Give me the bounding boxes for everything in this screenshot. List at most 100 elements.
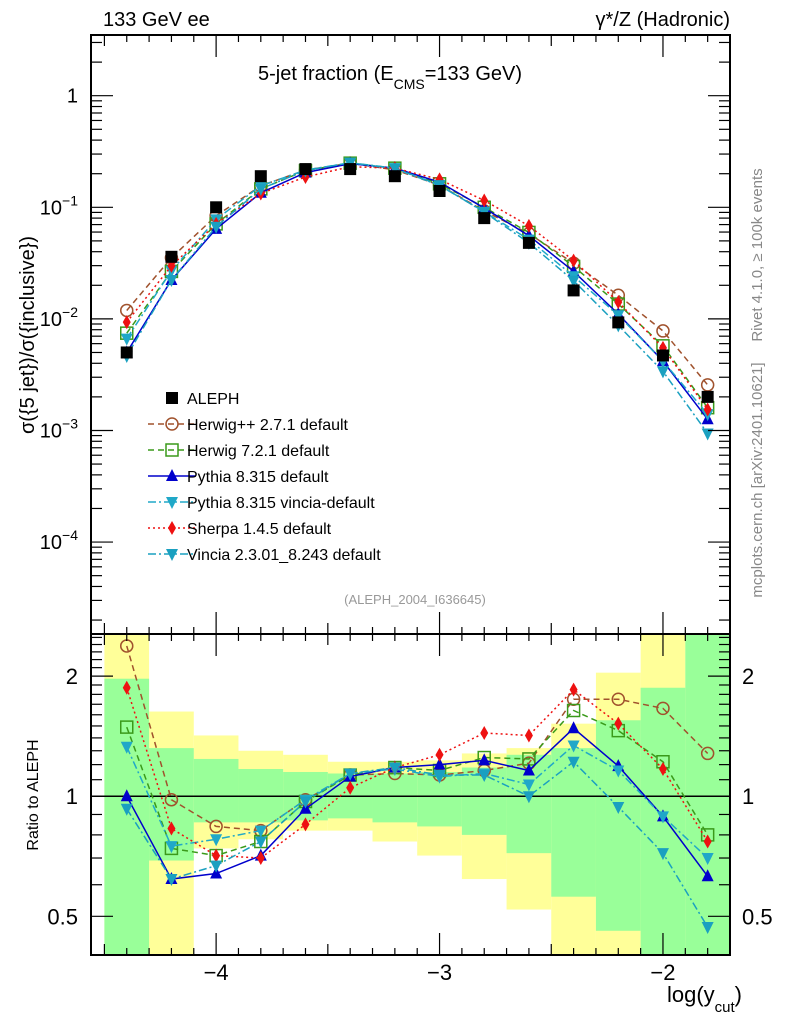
ratio-series-point [567, 721, 580, 734]
header-right-label: γ*/Z (Hadronic) [596, 9, 730, 31]
ratio-y-tick-label-left: 1 [66, 784, 78, 809]
ratio-series-point [254, 836, 267, 849]
main-series-point [700, 378, 715, 392]
ratio-series-point [164, 792, 179, 807]
legend-entry: Herwig 7.2.1 default [148, 443, 330, 460]
ratio-series-point [388, 762, 401, 775]
ratio-series-line [126, 760, 709, 928]
main-data-aleph [120, 163, 714, 403]
main-series-point [567, 275, 580, 288]
data-point [210, 201, 223, 214]
ratio-series-line [126, 687, 709, 859]
legend-entry: Sherpa 1.4.5 default [148, 521, 332, 538]
main-series-point [388, 163, 401, 176]
mcplots-label: mcplots.cern.ch [arXiv:2401.10621] [749, 362, 766, 597]
data-point [522, 236, 535, 249]
ratio-band-green [595, 720, 641, 931]
ratio-series-point [656, 848, 669, 861]
main-series-0 [119, 156, 715, 392]
data-point [478, 212, 491, 225]
ratio-series-point [346, 780, 355, 795]
main-series-point [701, 428, 714, 441]
ratio-y-tick-label-right: 0.5 [742, 904, 773, 929]
main-series-point [120, 333, 133, 346]
ratio-ylabel: Ratio to ALEPH [25, 739, 42, 850]
ratio-series-point [165, 874, 178, 887]
y-tick-label: 10−1 [40, 192, 78, 219]
legend-marker [168, 521, 176, 535]
legend-label: Sherpa 1.4.5 default [187, 521, 332, 538]
main-series-point [165, 274, 178, 287]
ratio-series-point [611, 692, 626, 706]
x-tick-label: −3 [427, 960, 452, 985]
main-series-point [480, 193, 489, 208]
legend-marker [166, 549, 178, 561]
ratio-series-point [210, 860, 223, 873]
legend-marker [166, 497, 178, 509]
main-series-point [656, 366, 669, 379]
legend-entry: ALEPH [166, 391, 239, 408]
ratio-series-point [210, 834, 223, 847]
data-point [612, 316, 625, 329]
ratio-band-green [193, 758, 239, 823]
data-point [344, 163, 357, 176]
ratio-series-point [209, 819, 223, 834]
ratio-series-point [433, 770, 446, 783]
main-series-line [126, 162, 709, 420]
ratio-series-point [566, 703, 581, 718]
legend-label: Vincia 2.3.01_8.243 default [187, 547, 381, 564]
ratio-y-tick-label-left: 2 [66, 664, 78, 689]
ratio-series-point [612, 801, 625, 814]
ratio-frame [90, 633, 731, 956]
legend-label: ALEPH [187, 391, 239, 408]
legend-marker [165, 417, 179, 431]
main-series-line [126, 161, 709, 434]
main-series-3 [120, 157, 714, 422]
main-series-point [210, 221, 223, 234]
ratio-series-point [522, 791, 535, 804]
ratio-series-4 [122, 680, 712, 866]
data-point [433, 184, 446, 197]
data-point [567, 284, 580, 297]
ratio-series-point [435, 747, 444, 762]
ratio-series-point [656, 811, 669, 824]
ratio-series-point [567, 740, 580, 753]
ratio-band-gap [91, 634, 103, 955]
ratio-series-point [522, 779, 535, 792]
ratio-series-point [612, 765, 625, 778]
ratio-series-point [478, 770, 491, 783]
ratio-series-point [701, 853, 714, 866]
ratio-band-green [685, 634, 730, 955]
header-left-label: 133 GeV ee [103, 9, 210, 31]
main-series-2 [120, 156, 714, 425]
main-series-1 [119, 156, 715, 415]
analysis-id: (ALEPH_2004_I636645) [344, 592, 486, 607]
ratio-series-point [524, 728, 533, 743]
main-series-point [122, 315, 131, 330]
data-point [299, 163, 312, 176]
main-series-point [254, 183, 267, 196]
main-title: 5-jet fraction (ECMS=133 GeV) [258, 63, 522, 92]
data-point [701, 390, 714, 403]
data-point [120, 346, 133, 359]
main-series-line [126, 162, 709, 409]
ratio-y-tick-label-right: 1 [742, 784, 754, 809]
ratio-series-line [126, 709, 709, 857]
ratio-series-point [700, 746, 715, 761]
data-point [388, 170, 401, 183]
ratio-series-point [120, 741, 133, 754]
ratio-series-point [433, 757, 446, 770]
main-series-4 [122, 159, 712, 417]
x-axis-label: log(ycut) [667, 982, 742, 1016]
legend-entry: Pythia 8.315 default [148, 469, 329, 486]
ratio-series-point [167, 821, 176, 836]
ratio-y-tick-label-left: 0.5 [47, 904, 78, 929]
main-ylabel: σ({5 jet})/σ({inclusive}) [17, 236, 39, 434]
ratio-band-green [372, 773, 418, 823]
y-tick-label: 10−3 [40, 415, 78, 442]
ratio-series-point [120, 789, 133, 802]
rivet-label: Rivet 4.1.0, ≥ 100k events [749, 168, 766, 341]
main-series-point [703, 402, 712, 417]
x-tick-label: −4 [204, 960, 229, 985]
